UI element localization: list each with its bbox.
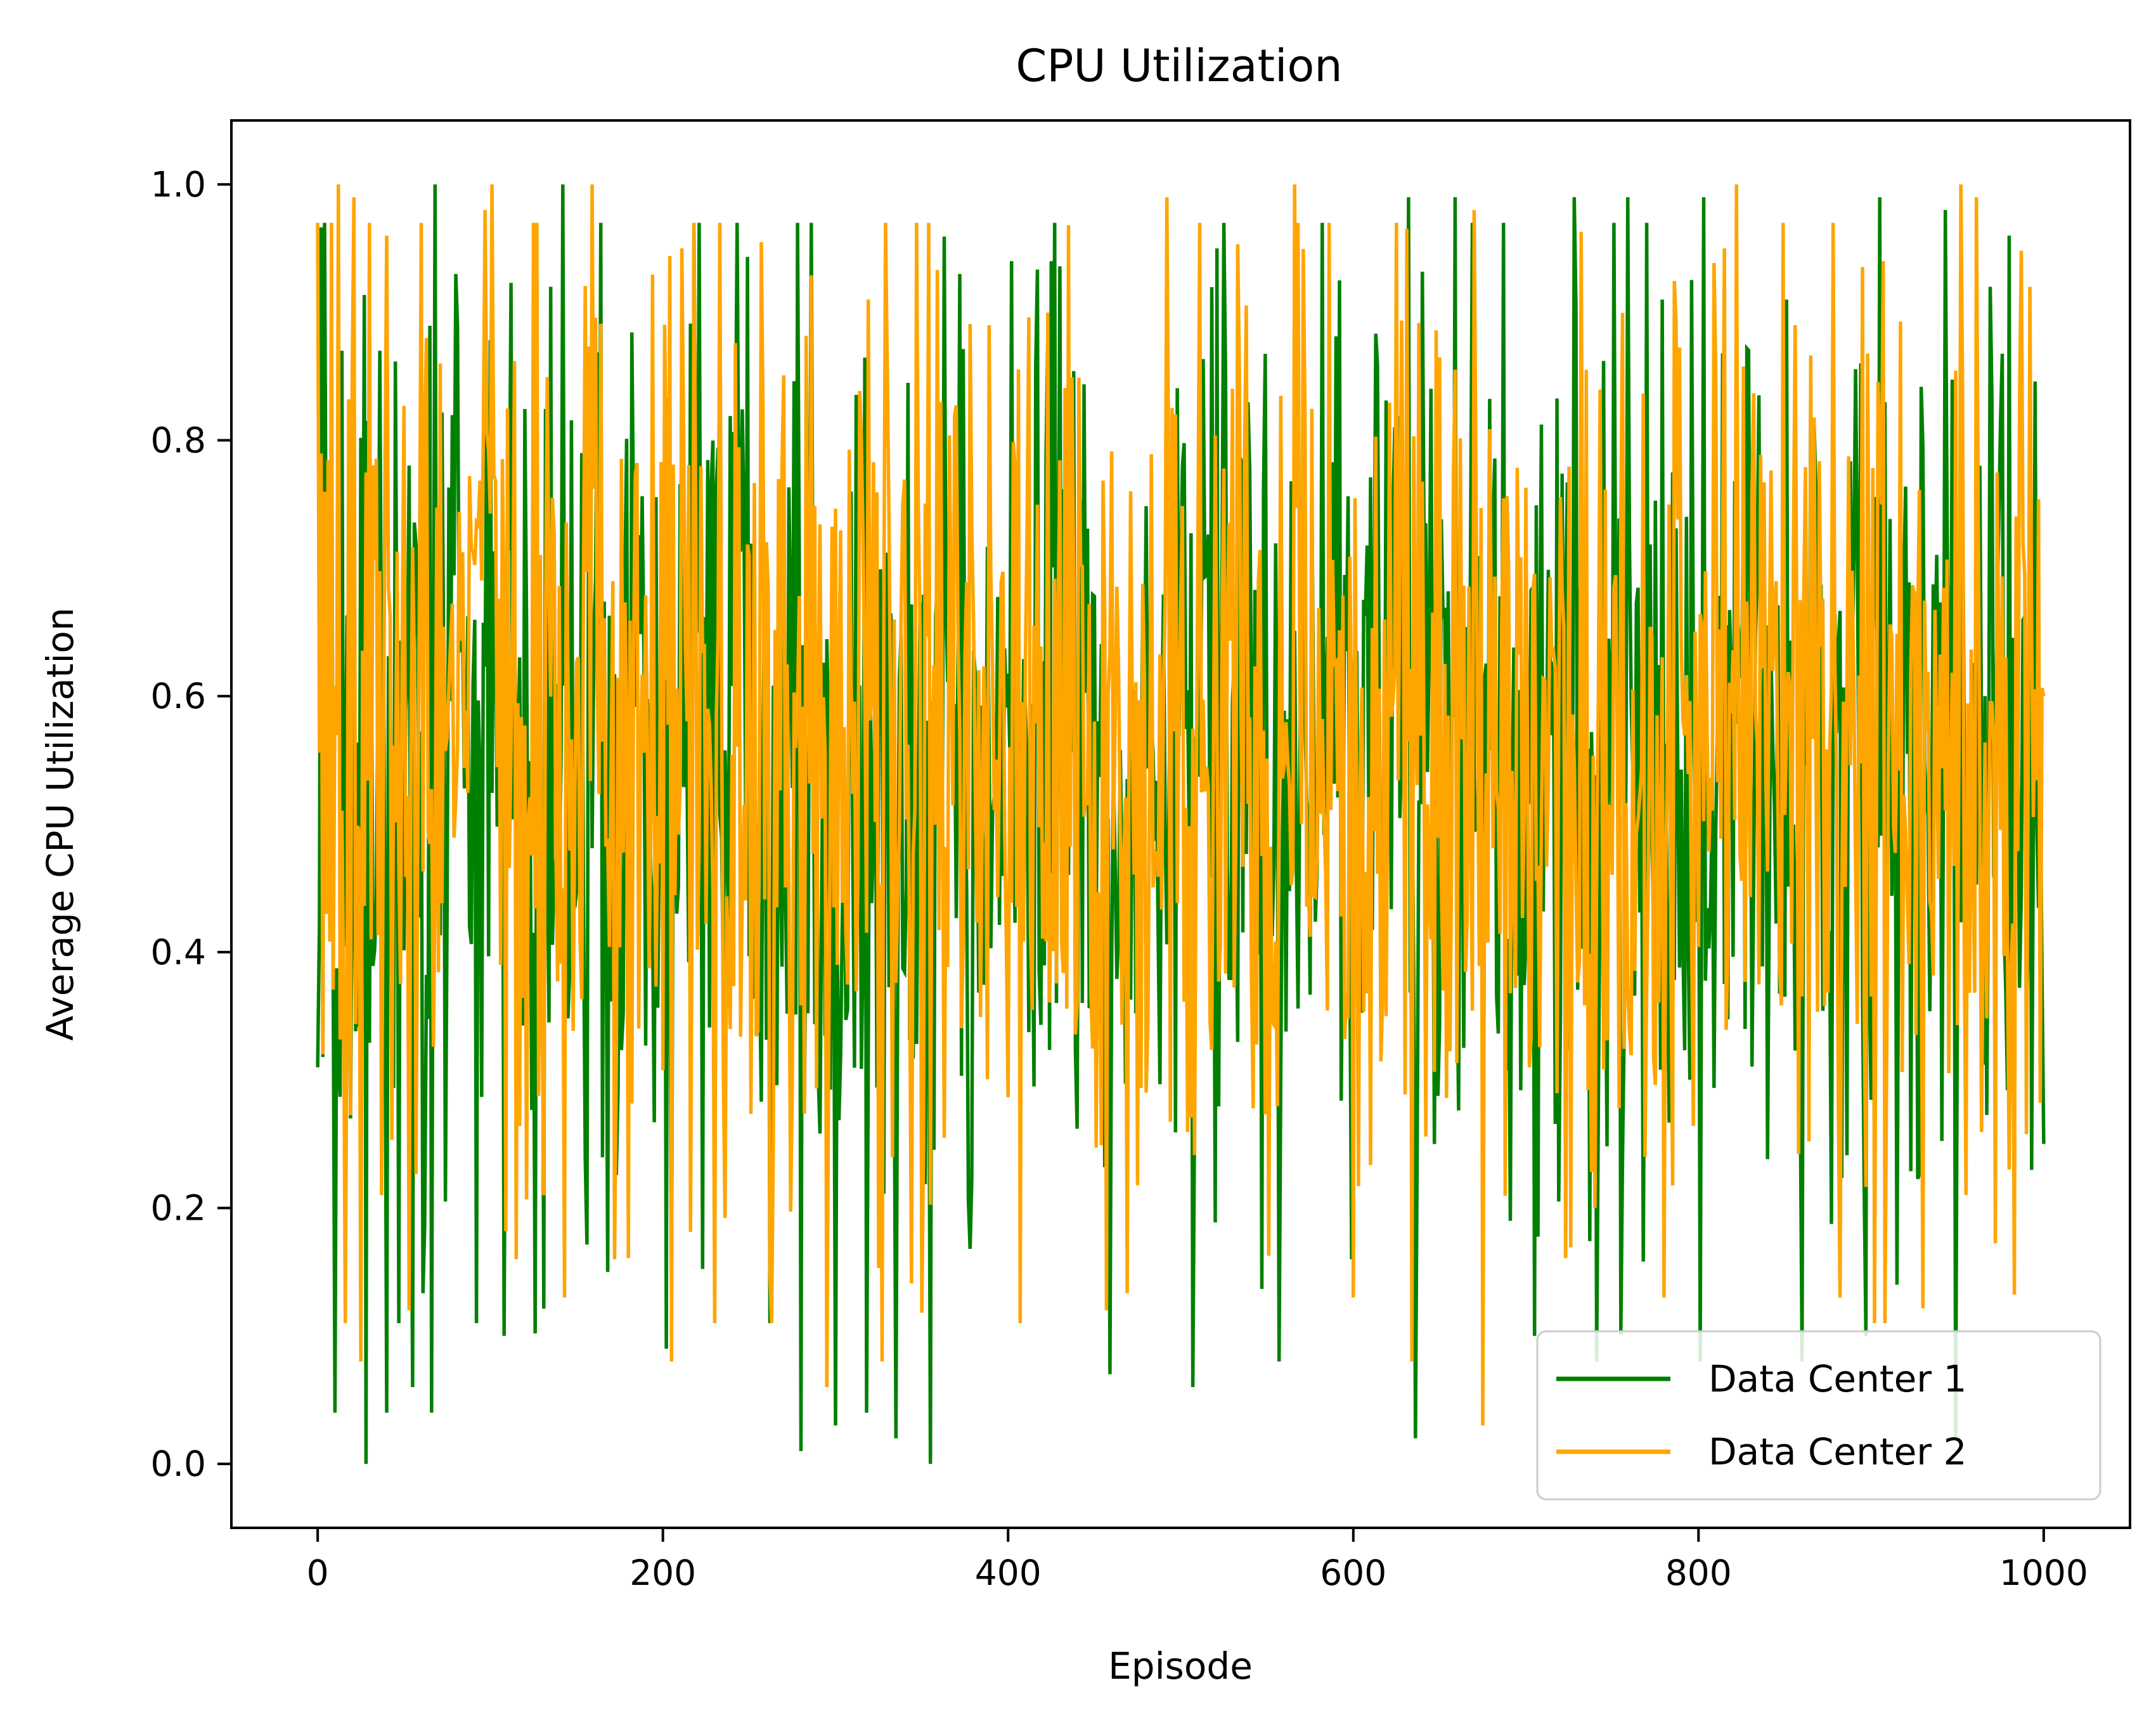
x-tick-label: 200 — [629, 1553, 696, 1593]
x-tick-label: 800 — [1665, 1553, 1732, 1593]
y-axis: 0.0 0.2 0.4 0.6 0.8 1.0 — [151, 164, 231, 1484]
x-tick-label: 400 — [975, 1553, 1042, 1593]
y-tick-label: 0.0 — [151, 1444, 206, 1484]
x-tick-label: 1000 — [1999, 1553, 2088, 1593]
legend-label-data-center-2: Data Center 2 — [1708, 1430, 1966, 1473]
y-axis-title: Average CPU Utilization — [39, 607, 82, 1041]
y-tick-label: 0.4 — [151, 932, 206, 972]
plot-frame — [230, 119, 2131, 1529]
legend: Data Center 1 Data Center 2 — [1536, 1330, 2101, 1501]
legend-box — [1536, 1330, 2101, 1501]
x-tick-label: 0 — [307, 1553, 329, 1593]
x-tick-label: 600 — [1320, 1553, 1386, 1593]
x-axis: 0 200 400 600 800 1000 — [307, 1528, 2088, 1593]
y-tick-label: 0.8 — [151, 420, 206, 461]
x-axis-title: Episode — [1108, 1644, 1253, 1688]
y-tick-label: 0.2 — [151, 1187, 206, 1228]
series-layer — [316, 184, 2046, 1464]
y-tick-label: 1.0 — [151, 164, 206, 205]
series-line-data-center-2 — [316, 184, 2046, 1426]
legend-label-data-center-1: Data Center 1 — [1708, 1357, 1966, 1400]
chart-title: CPU Utilization — [1016, 40, 1342, 92]
y-tick-label: 0.6 — [151, 676, 206, 716]
